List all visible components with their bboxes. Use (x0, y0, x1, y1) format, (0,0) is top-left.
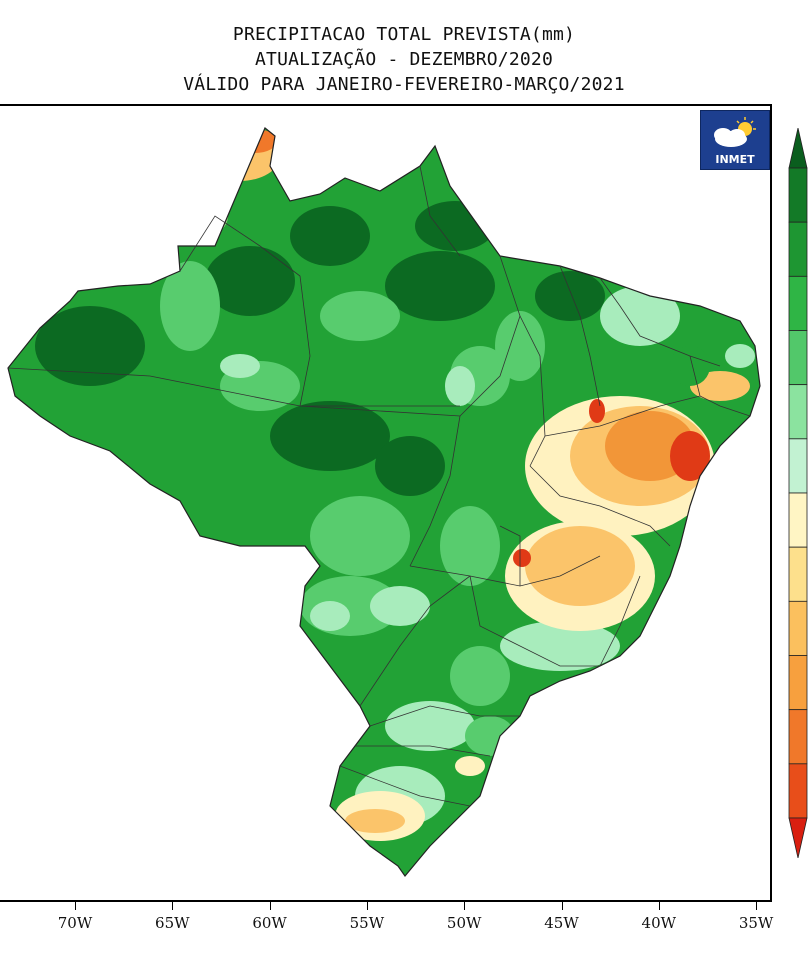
colorbar-segment (788, 275, 808, 331)
colorbar-segment (788, 655, 808, 711)
colorbar-segment (788, 600, 808, 656)
x-axis: 70W 65W 60W 55W 50W 45W 40W 35W (0, 902, 808, 966)
x-axis-tick (561, 902, 563, 910)
colorbar-segment (788, 763, 808, 819)
colorbar-segment (788, 330, 808, 386)
colorbar-segment (788, 167, 808, 223)
x-axis-tick (464, 902, 466, 910)
country-border (7, 127, 761, 877)
x-axis-tick-label: 35W (738, 914, 774, 932)
colorbar (788, 128, 808, 858)
x-axis-tick-label: 45W (544, 914, 579, 932)
map-panel (0, 104, 772, 902)
precipitation-field (8, 128, 760, 876)
x-axis-tick-label: 65W (155, 914, 190, 932)
colorbar-segment (788, 492, 808, 548)
x-axis-tick (366, 902, 368, 910)
colorbar-segment (788, 438, 808, 494)
map-title: PRECIPITACAO TOTAL PREVISTA(mm) ATUALIZA… (0, 22, 808, 97)
title-line-2: ATUALIZAÇÃO - DEZEMBRO/2020 (255, 49, 553, 70)
x-axis-tick (269, 902, 271, 910)
title-line-3: VÁLIDO PARA JANEIRO-FEVEREIRO-MARÇO/2021 (183, 74, 625, 95)
inmet-logo: INMET (700, 110, 770, 170)
colorbar-segment (788, 817, 808, 858)
x-axis-tick-label: 70W (57, 914, 93, 932)
logo-text: INMET (715, 153, 755, 166)
x-axis-tick (658, 902, 660, 910)
x-axis-tick-label: 40W (641, 914, 677, 932)
x-axis-tick (756, 902, 758, 910)
colorbar-segment (788, 128, 808, 169)
title-line-1: PRECIPITACAO TOTAL PREVISTA(mm) (232, 24, 576, 45)
colorbar-segment (788, 384, 808, 440)
colorbar-segment (788, 221, 808, 277)
x-axis-tick (75, 902, 76, 910)
state-borders (7, 165, 751, 807)
x-axis-tick (172, 902, 174, 910)
colorbar-segment (788, 546, 808, 602)
x-axis-tick-label: 50W (446, 914, 482, 932)
x-axis-tick-label: 60W (252, 914, 287, 932)
cloud-sun-icon (714, 117, 756, 147)
x-axis-tick-label: 55W (349, 914, 385, 932)
brazil-precipitation-map (7, 127, 761, 877)
colorbar-segment (788, 709, 808, 765)
